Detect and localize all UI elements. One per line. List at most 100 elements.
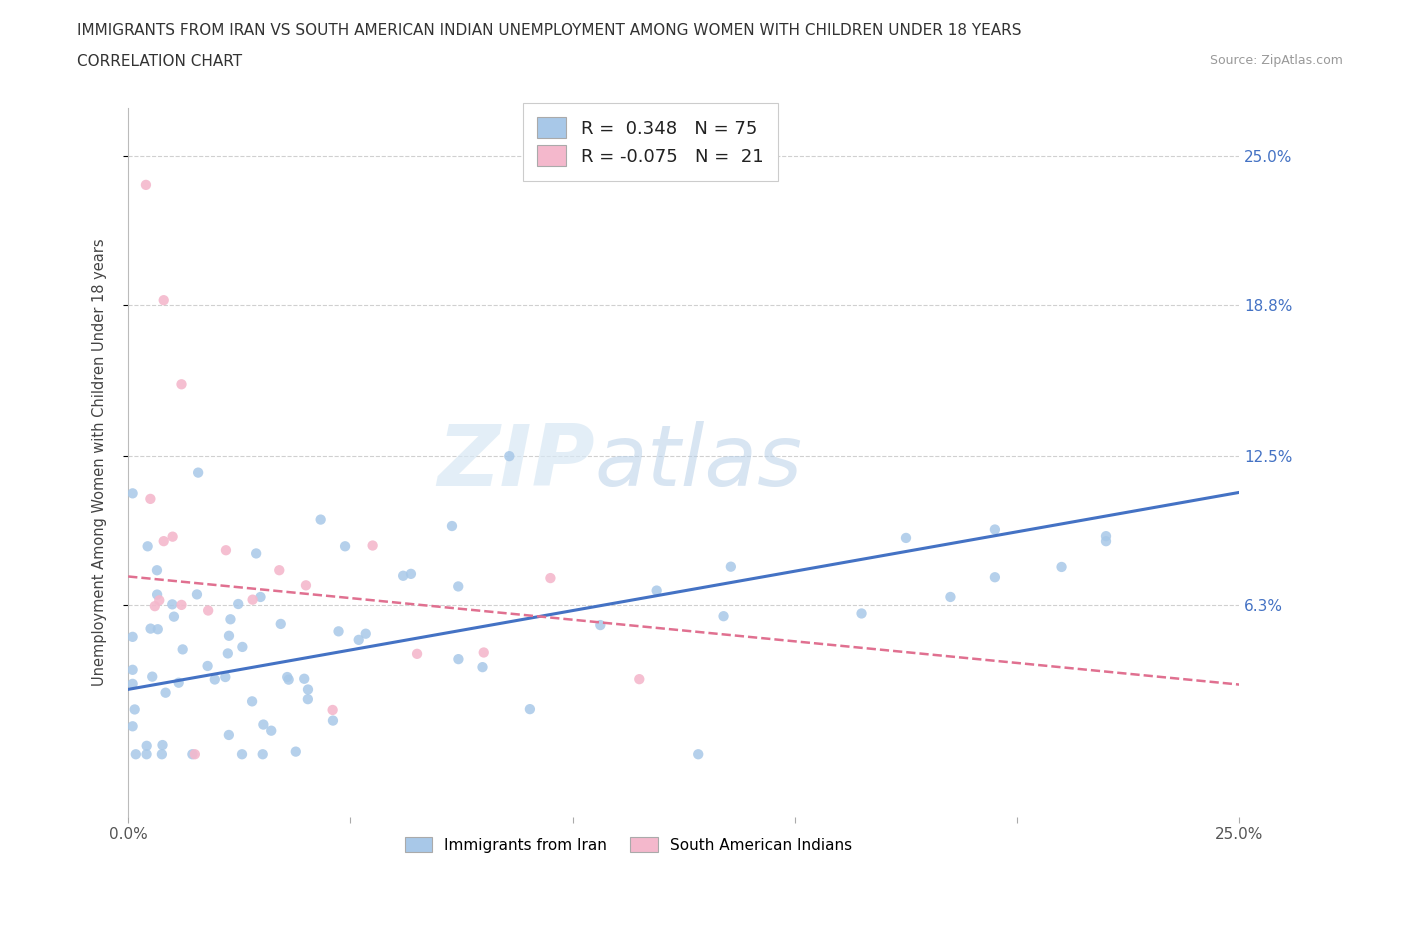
Point [218,629,240,644]
Point [167,675,190,690]
Point [121,719,143,734]
Point [894,530,917,545]
Point [519,702,541,717]
Point [152,534,174,549]
Point [121,662,143,677]
Point [322,702,344,717]
Point [146,622,169,637]
Point [139,621,162,636]
Point [292,671,315,686]
Point [538,571,561,586]
Point [447,579,470,594]
Point [277,672,299,687]
Point [628,671,651,686]
Point [361,538,384,553]
Legend: Immigrants from Iran, South American Indians: Immigrants from Iran, South American Ind… [398,830,858,858]
Point [1095,534,1118,549]
Point [214,670,236,684]
Point [197,603,219,618]
Point [1050,560,1073,575]
Point [136,538,159,553]
Text: Source: ZipAtlas.com: Source: ZipAtlas.com [1209,54,1343,67]
Point [148,592,170,607]
Point [146,587,169,602]
Point [184,747,207,762]
Point [354,626,377,641]
Point [720,559,742,574]
Point [252,717,274,732]
Point [121,630,143,644]
Point [242,592,264,607]
Point [162,597,184,612]
Point [121,485,143,500]
Point [249,590,271,604]
Point [141,670,163,684]
Point [269,563,291,578]
Y-axis label: Unemployment Among Women with Children Under 18 years: Unemployment Among Women with Children U… [93,238,107,686]
Point [155,685,177,700]
Point [162,529,184,544]
Point [297,682,319,697]
Point [135,738,157,753]
Point [172,642,194,657]
Point [218,727,240,742]
Point [440,519,463,534]
Point [197,658,219,673]
Point [217,646,239,661]
Point [163,609,186,624]
Text: IMMIGRANTS FROM IRAN VS SOUTH AMERICAN INDIAN UNEMPLOYMENT AMONG WOMEN WITH CHIL: IMMIGRANTS FROM IRAN VS SOUTH AMERICAN I… [77,23,1022,38]
Point [984,522,1007,537]
Point [984,570,1007,585]
Point [1095,529,1118,544]
Point [309,512,332,527]
Point [589,618,612,632]
Point [322,713,344,728]
Point [219,612,242,627]
Point [124,702,146,717]
Point [851,606,873,621]
Point [135,178,157,193]
Point [143,599,166,614]
Point [270,617,292,631]
Point [146,563,169,578]
Point [472,645,495,660]
Point [150,747,173,762]
Point [939,590,962,604]
Point [399,566,422,581]
Point [328,624,350,639]
Text: atlas: atlas [595,421,803,504]
Point [347,632,370,647]
Point [152,293,174,308]
Point [645,583,668,598]
Point [231,747,253,762]
Point [284,744,307,759]
Point [297,692,319,707]
Point [713,609,735,624]
Point [240,694,263,709]
Point [121,676,143,691]
Point [392,568,415,583]
Point [135,747,157,762]
Point [245,546,267,561]
Point [471,659,494,674]
Point [170,377,193,392]
Point [139,491,162,506]
Point [125,747,148,762]
Point [181,747,204,762]
Point [187,465,209,480]
Point [688,747,710,762]
Text: CORRELATION CHART: CORRELATION CHART [77,54,242,69]
Point [406,646,429,661]
Point [231,640,253,655]
Point [226,596,249,611]
Point [260,724,283,738]
Point [186,587,208,602]
Point [152,737,174,752]
Point [333,538,356,553]
Text: ZIP: ZIP [437,421,595,504]
Point [498,448,520,463]
Point [447,652,470,667]
Point [204,672,226,687]
Point [252,747,274,762]
Point [215,543,238,558]
